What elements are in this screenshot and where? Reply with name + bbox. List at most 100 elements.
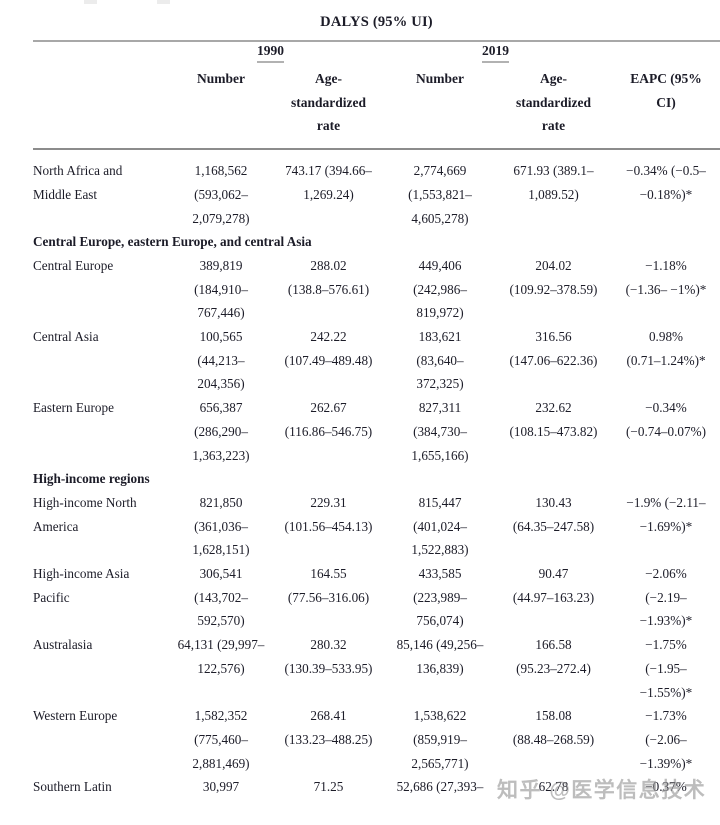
year-1990-label: 1990 xyxy=(257,37,284,63)
region-name-cell: Central Asia xyxy=(33,325,170,396)
cell-line: High-income Asia xyxy=(33,566,130,582)
col-header-label: EAPC (95% xyxy=(630,71,702,86)
cell-line: 166.58 xyxy=(535,637,572,653)
empty-header-cell xyxy=(33,40,170,60)
value-cell: 268.41 (133.23–488.25) xyxy=(272,704,385,775)
cell-line: (77.56–316.06) xyxy=(287,589,370,605)
section-label: High-income regions xyxy=(33,471,150,487)
cell-line: (−1.36– −1%)* xyxy=(625,281,707,297)
region-name-cell: High-income Asia Pacific xyxy=(33,562,170,633)
cell-line: 0.98% xyxy=(648,329,684,345)
cell-line: 122,576) xyxy=(197,660,245,676)
value-cell: −1.9% (−2.11– −1.69%)* xyxy=(612,491,720,562)
value-cell: 242.22 (107.49–489.48) xyxy=(272,325,385,396)
cell-line: (138.8–576.61) xyxy=(287,281,370,297)
cell-line: (116.86–546.75) xyxy=(284,423,373,439)
table-title: DALYS (95% UI) xyxy=(320,14,433,30)
cell-line: (242,986– xyxy=(413,281,467,297)
region-name-cell: Southern Latin xyxy=(33,775,170,799)
cell-line: 756,074) xyxy=(416,613,464,629)
table-row: Western Europe 1,582,352 (775,460– 2,881,46… xyxy=(33,704,720,775)
cell-line: (184,910– xyxy=(194,281,248,297)
col-header-label: Age- xyxy=(315,71,342,86)
page-artifact xyxy=(84,0,97,4)
col-header-rate-2019: Age- standardized rate xyxy=(495,60,612,151)
value-cell: 433,585 (223,989– 756,074) xyxy=(385,562,495,633)
empty-header-cell xyxy=(612,40,720,60)
cell-line: (384,730– xyxy=(413,423,467,439)
table-row: Eastern Europe 656,387 (286,290– 1,363,223)… xyxy=(33,396,720,467)
table-row: Southern Latin 30,997 71.25 52,686 (27,393–… xyxy=(33,775,720,799)
value-cell: 262.67 (116.86–546.75) xyxy=(272,396,385,467)
cell-line: 242.22 xyxy=(310,329,347,345)
value-cell: 164.55 (77.56–316.06) xyxy=(272,562,385,633)
value-cell: 316.56 (147.06–622.36) xyxy=(495,325,612,396)
cell-line: Eastern Europe xyxy=(33,400,114,416)
value-cell: 656,387 (286,290– 1,363,223) xyxy=(170,396,272,467)
cell-line: 280.32 xyxy=(310,637,347,653)
value-cell: 389,819 (184,910– 767,446) xyxy=(170,254,272,325)
value-cell: −2.06% (−2.19– −1.93%)* xyxy=(612,562,720,633)
year-group-1990: 1990 xyxy=(170,37,385,63)
value-cell: 232.62 (108.15–473.82) xyxy=(495,396,612,467)
cell-line: 30,997 xyxy=(202,779,240,795)
cell-line: −0.37% xyxy=(645,779,687,795)
cell-line: 2,881,469) xyxy=(192,755,250,771)
cell-line: 449,406 xyxy=(418,257,462,273)
cell-line: 64,131 (29,997– xyxy=(177,637,265,653)
watermark: 知乎 @医学信息技术 xyxy=(497,779,707,802)
value-cell: 62.78 xyxy=(495,775,612,799)
value-cell: 71.25 xyxy=(272,775,385,799)
cell-line: (88.48–268.59) xyxy=(512,731,595,747)
cell-line: 1,089.52) xyxy=(528,186,579,202)
cell-line: (361,036– xyxy=(194,518,248,534)
page-artifact xyxy=(157,0,170,4)
cell-line: 130.43 xyxy=(535,494,572,510)
cell-line: (107.49–489.48) xyxy=(284,352,373,368)
cell-line: 819,972) xyxy=(416,305,464,321)
cell-line: 288.02 xyxy=(310,257,347,273)
section-row: Central Europe, eastern Europe, and cent… xyxy=(33,230,720,254)
value-cell: 815,447 (401,024– 1,522,883) xyxy=(385,491,495,562)
table-row: Central Asia 100,565 (44,213– 204,356) 242.2… xyxy=(33,325,720,396)
cell-line: (−2.06– xyxy=(645,731,687,747)
cell-line: 204,356) xyxy=(197,376,245,392)
cell-line: −1.73% xyxy=(645,708,687,724)
col-header-number-1990: Number xyxy=(170,60,272,151)
cell-line: 229.31 xyxy=(310,494,347,510)
cell-line: (130.39–533.95) xyxy=(284,660,373,676)
cell-line: Central Europe xyxy=(33,257,114,273)
section-label: Central Europe, eastern Europe, and cent… xyxy=(33,234,312,250)
table-row: High-income North America 821,850 (361,036–… xyxy=(33,491,720,562)
value-cell: 204.02 (109.92–378.59) xyxy=(495,254,612,325)
value-cell: 130.43 (64.35–247.58) xyxy=(495,491,612,562)
year-group-2019: 2019 xyxy=(385,37,612,63)
region-name-cell: North Africa and Middle East xyxy=(33,149,170,230)
cell-line: −1.9% (−2.11– xyxy=(626,494,706,510)
value-cell: 288.02 (138.8–576.61) xyxy=(272,254,385,325)
cell-line: 306,541 xyxy=(199,566,243,582)
table-body: North Africa and Middle East 1,168,562 (593… xyxy=(33,149,720,799)
cell-line: 821,850 xyxy=(199,494,243,510)
cell-line: (133.23–488.25) xyxy=(284,731,373,747)
value-cell: 1,168,562 (593,062– 2,079,278) xyxy=(170,149,272,230)
col-header-label: Age- xyxy=(540,71,567,86)
table-row: North Africa and Middle East 1,168,562 (593… xyxy=(33,149,720,230)
cell-line: −0.18%)* xyxy=(639,186,693,202)
value-cell: 0.98% (0.71–1.24%)* xyxy=(612,325,720,396)
value-cell: 306,541 (143,702– 592,570) xyxy=(170,562,272,633)
cell-line: 71.25 xyxy=(313,779,344,795)
value-cell: 821,850 (361,036– 1,628,151) xyxy=(170,491,272,562)
cell-line: (95.23–272.4) xyxy=(516,660,591,676)
cell-line: North Africa and xyxy=(33,163,123,179)
value-cell: 64,131 (29,997– 122,576) xyxy=(170,633,272,704)
cell-line: (−2.19– xyxy=(645,589,687,605)
value-cell: 90.47 (44.97–163.23) xyxy=(495,562,612,633)
cell-line: 4,605,278) xyxy=(411,210,469,226)
year-2019-label: 2019 xyxy=(482,37,509,63)
table-header: 1990 2019 Number Age- standardized rate xyxy=(33,37,720,151)
cell-line: 1,538,622 xyxy=(413,708,467,724)
cell-line: 52,686 (27,393– xyxy=(396,779,484,795)
section-row: High-income regions xyxy=(33,467,720,491)
cell-line: −0.34% (−0.5– xyxy=(626,163,706,179)
